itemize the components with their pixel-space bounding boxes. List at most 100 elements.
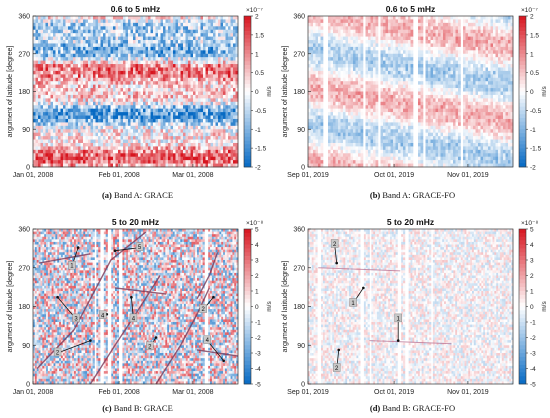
y-tick-label: 0	[301, 382, 305, 389]
y-tick-label: 270	[293, 265, 305, 272]
chart-title-b: 0.6 to 5 mHz	[386, 4, 436, 14]
colorbar-tick-label: 5	[530, 227, 534, 234]
colorbar-exponent: ×10⁻⁸	[521, 220, 538, 227]
colorbar-tick-label: -1	[255, 127, 261, 134]
annotation-arrowhead	[130, 296, 133, 299]
colorbar-tick-label: 2	[255, 14, 259, 21]
x-tick-label: Oct 01, 2019	[374, 389, 414, 396]
colorbar-tick-label: -1	[530, 127, 536, 134]
colorbar-unit-label: m/s	[266, 86, 273, 97]
colorbar-tick-label: 1	[255, 289, 259, 296]
colorbar-unit-label: m/s	[541, 86, 548, 97]
caption-b: (b) Band A: GRACE-FO	[275, 190, 550, 200]
heatmap-c	[33, 229, 238, 384]
colorbar-tick-label: -2	[530, 165, 536, 172]
colorbar-tick-label: -4	[530, 366, 536, 373]
x-tick-label: Mar 01, 2008	[172, 389, 213, 396]
x-tick-label: Mar 01, 2008	[172, 172, 213, 179]
heatmap-d	[308, 229, 513, 384]
heatmap-a	[33, 16, 238, 167]
x-tick-label: Nov 01, 2019	[447, 389, 489, 396]
caption-c-text: Band B: GRACE	[114, 403, 173, 413]
chart-title-d: 5 to 20 mHz	[387, 217, 434, 227]
colorbar-tick-label: -3	[255, 351, 261, 358]
colorbar-unit-label: m/s	[266, 301, 273, 312]
y-tick-label: 180	[18, 304, 30, 311]
annotation-arrowhead	[335, 262, 338, 265]
colorbar-tick-label: -5	[530, 382, 536, 389]
x-tick-label: Sep 01, 2019	[287, 172, 329, 179]
colorbar-tick-label: 2	[530, 14, 534, 21]
colorbar-tick-label: 1.5	[255, 32, 264, 39]
caption-a: (a) Band A: GRACE	[0, 190, 275, 200]
colorbar-tick-label: 1.5	[530, 32, 539, 39]
y-tick-label: 360	[18, 227, 30, 234]
y-tick-label: 0	[26, 382, 30, 389]
chart-title-a: 0.6 to 5 mHz	[111, 4, 161, 14]
annotation-arrowhead	[212, 296, 215, 299]
y-tick-label: 360	[18, 14, 30, 21]
colorbar-tick-label: 3	[530, 258, 534, 265]
caption-d: (d) Band B: GRACE-FO	[275, 403, 550, 413]
caption-d-text: Band B: GRACE-FO	[382, 403, 455, 413]
annotation-arrowhead	[155, 336, 158, 339]
caption-b-text: Band A: GRACE-FO	[382, 190, 455, 200]
annotation-arrowhead	[222, 359, 225, 362]
colorbar-tick-label: -1	[255, 320, 261, 327]
y-tick-label: 180	[293, 89, 305, 96]
colorbar-unit-label: m/s	[541, 301, 548, 312]
colorbar-tick-label: 4	[530, 242, 534, 249]
colorbar-tick-label: -1.5	[255, 146, 267, 153]
y-axis-label: argument of latitude [degree]	[5, 261, 14, 353]
y-tick-label: 360	[293, 14, 305, 21]
colorbar-tick-label: 1	[530, 51, 534, 58]
y-tick-label: 0	[26, 165, 30, 172]
colorbar-tick-label: -2	[255, 165, 261, 172]
colorbar-tick-label: 2	[255, 273, 259, 280]
chart-title-c: 5 to 20 mHz	[112, 217, 159, 227]
x-tick-label: Feb 01, 2008	[98, 389, 139, 396]
colorbar-exponent: ×10⁻⁷	[521, 7, 538, 14]
colorbar-a: 21.510.50-0.5-1-1.5-2×10⁻⁷m/s	[244, 7, 273, 172]
x-tick-label: Oct 01, 2019	[374, 172, 414, 179]
y-tick-label: 90	[22, 343, 30, 350]
annotation-arrowhead	[77, 246, 80, 249]
y-tick-label: 180	[18, 89, 30, 96]
caption-c: (c) Band B: GRACE	[0, 403, 275, 413]
colorbar-tick-label: -1	[530, 320, 536, 327]
colorbar-tick-label: 0.5	[530, 70, 539, 77]
colorbar-tick-label: 2	[530, 273, 534, 280]
colorbar-exponent: ×10⁻⁸	[246, 220, 263, 227]
y-tick-label: 90	[22, 127, 30, 134]
annotation-arrowhead	[397, 339, 400, 342]
y-tick-label: 360	[293, 227, 305, 234]
colorbar-exponent: ×10⁻⁷	[246, 7, 263, 14]
caption-d-tag: (d)	[370, 403, 380, 413]
annotation-arrowhead	[114, 249, 117, 252]
y-tick-label: 0	[301, 165, 305, 172]
x-tick-label: Sep 01, 2019	[287, 389, 329, 396]
y-tick-label: 270	[18, 51, 30, 58]
colorbar-tick-label: -1.5	[530, 146, 542, 153]
colorbar-tick-label: -3	[530, 351, 536, 358]
colorbar-tick-label: 0	[255, 89, 259, 96]
colorbar-tick-label: -2	[255, 335, 261, 342]
caption-a-tag: (a)	[102, 190, 112, 200]
x-tick-label: Feb 01, 2008	[98, 172, 139, 179]
colorbar-tick-label: -4	[255, 366, 261, 373]
colorbar-tick-label: 5	[255, 227, 259, 234]
y-tick-label: 90	[297, 127, 305, 134]
colorbar-tick-label: 0	[530, 89, 534, 96]
y-axis-label: argument of latitude [degree]	[280, 261, 289, 353]
colorbar-tick-label: -2	[530, 335, 536, 342]
caption-b-tag: (b)	[370, 190, 380, 200]
y-axis-label: argument of latitude [degree]	[280, 46, 289, 138]
colorbar-tick-label: -5	[255, 382, 261, 389]
colorbar-tick-label: -0.5	[530, 108, 542, 115]
annotation-arrowhead	[362, 287, 365, 290]
caption-c-tag: (c)	[102, 403, 111, 413]
